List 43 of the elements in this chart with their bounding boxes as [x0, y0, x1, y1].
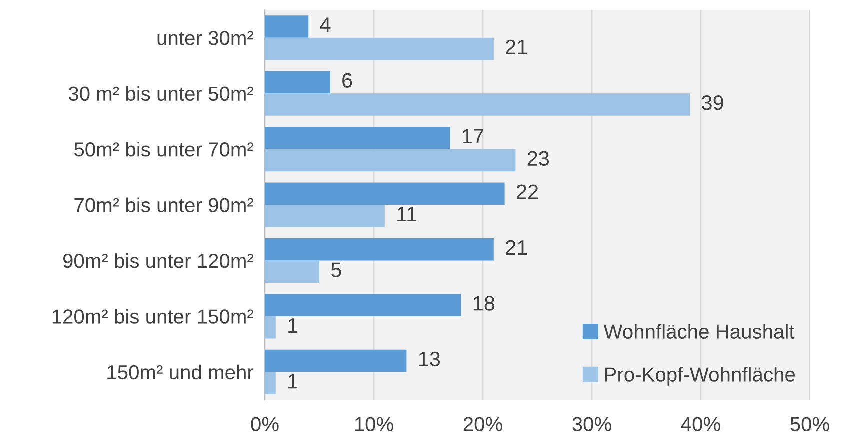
bar: [265, 205, 385, 228]
y-tick-label: 50m² bis unter 70m²: [74, 142, 254, 157]
data-label: 21: [506, 240, 528, 255]
y-tick-label: unter 30m²: [158, 31, 254, 46]
x-tick-label: 40%: [681, 417, 720, 432]
y-tick-label: 90m² bis unter 120m²: [63, 253, 254, 268]
data-label: 5: [331, 262, 342, 278]
bar: [265, 316, 276, 339]
data-label: 6: [342, 73, 352, 88]
x-tick-label: 10%: [355, 417, 394, 432]
bar: [265, 149, 516, 172]
data-label: 13: [419, 352, 440, 367]
x-tick-label: 20%: [464, 417, 502, 432]
data-label: 1: [288, 374, 298, 389]
y-tick-label: 120m² bis unter 150m²: [52, 309, 254, 324]
bar: [265, 127, 450, 150]
data-label: 1: [288, 318, 298, 333]
y-tick-label: 30 m² bis unter 50m²: [68, 86, 254, 102]
data-label: 11: [398, 207, 417, 222]
bar: [265, 16, 309, 38]
y-tick-label: 70m² bis unter 90m²: [74, 198, 254, 212]
bar: [265, 372, 276, 394]
bar: [265, 238, 494, 261]
data-label: 17: [463, 129, 484, 144]
bar: [265, 94, 690, 116]
y-tick-label: 150m² und mehr: [108, 364, 254, 380]
legend-label: Pro-Kopf-Wohnfläche: [605, 367, 796, 386]
data-label: 23: [528, 151, 550, 166]
bar: [265, 182, 505, 205]
data-label: 18: [474, 296, 495, 311]
bar: [265, 350, 407, 372]
bar: [265, 38, 494, 60]
bar: [265, 260, 320, 283]
data-label: 21: [506, 40, 528, 54]
x-tick-label: 30%: [572, 417, 612, 432]
bar: [265, 71, 330, 94]
x-tick-label: 50%: [790, 417, 830, 432]
data-label: 4: [320, 18, 331, 32]
data-label: 22: [516, 184, 538, 200]
data-label: 39: [702, 96, 724, 110]
bar: [265, 294, 462, 316]
legend-label: Wohnfläche Haushalt: [604, 324, 795, 339]
x-tick-label: 0%: [251, 417, 279, 432]
